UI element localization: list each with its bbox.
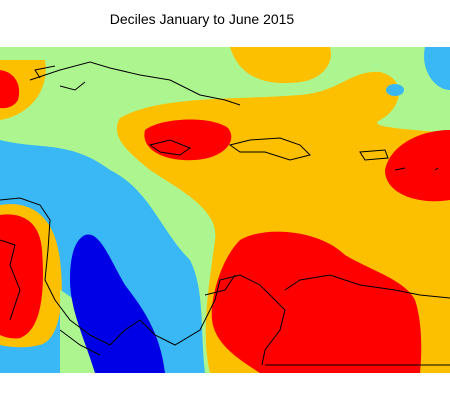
region-red: [385, 130, 450, 202]
decile-map: [0, 47, 450, 373]
region-red: [144, 119, 232, 161]
coastline: [29, 61, 241, 106]
region-darkblue: [70, 234, 165, 373]
coastline: [359, 149, 439, 171]
coastline: [265, 274, 450, 366]
region-lightblue: [424, 47, 450, 90]
region-red: [211, 231, 422, 373]
region-orange: [230, 47, 331, 84]
region-lightblue: [386, 84, 404, 96]
coastline: [148, 137, 311, 161]
coastline: [0, 239, 101, 356]
region-red: [0, 214, 43, 339]
region-red: [0, 70, 20, 109]
coastline: [0, 197, 286, 366]
map-title: Deciles January to June 2015: [110, 11, 295, 27]
